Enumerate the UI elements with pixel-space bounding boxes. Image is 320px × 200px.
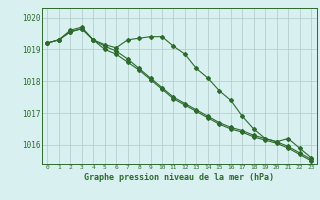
X-axis label: Graphe pression niveau de la mer (hPa): Graphe pression niveau de la mer (hPa) (84, 173, 274, 182)
